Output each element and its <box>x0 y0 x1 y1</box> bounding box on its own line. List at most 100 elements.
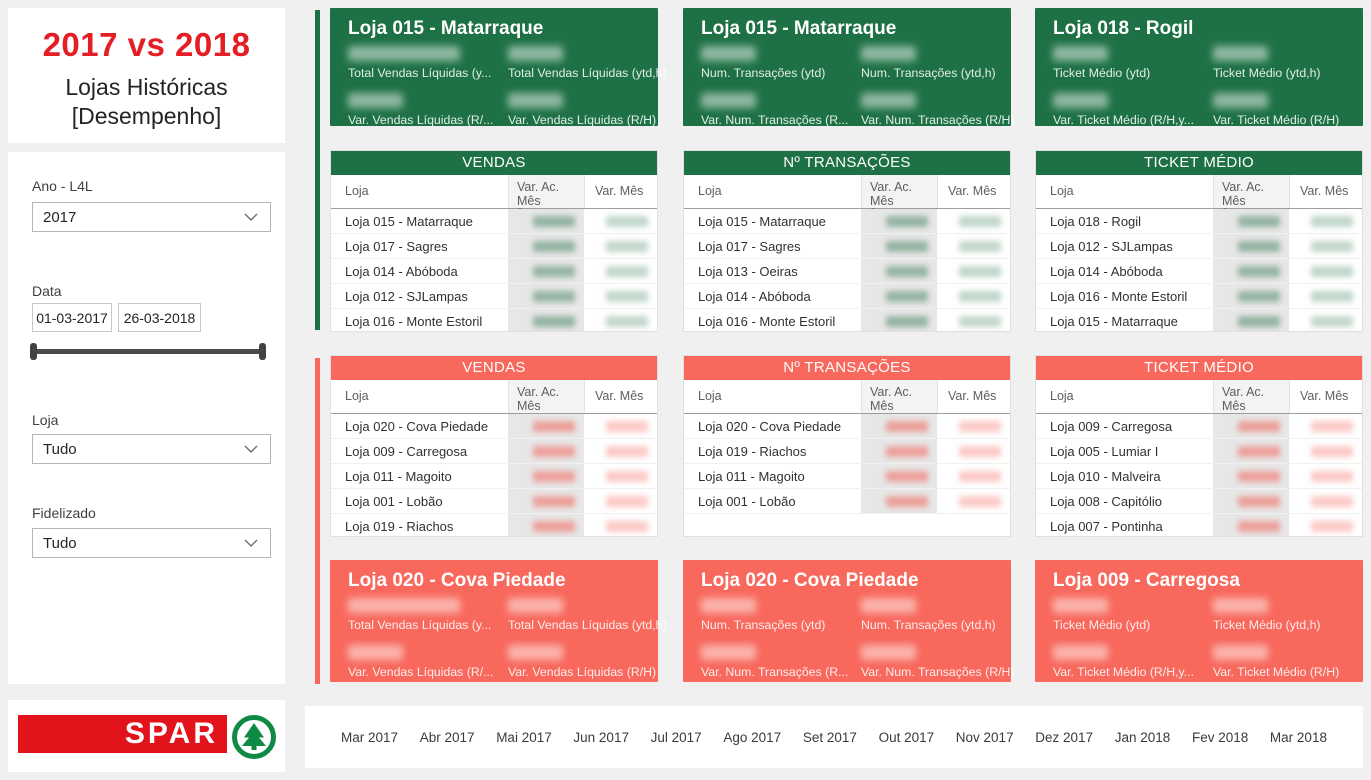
table-row[interactable]: Loja 015 - Matarraque <box>684 209 1010 234</box>
loja-cell: Loja 011 - Magoito <box>345 468 452 484</box>
redacted-value-blur <box>533 215 575 227</box>
date-start-input[interactable]: 01-03-2017 <box>32 303 112 332</box>
var-ac-mes-value-redacted <box>1213 470 1289 482</box>
month-tick-label: Nov 2017 <box>955 729 1014 745</box>
redacted-value-blur <box>959 470 1001 482</box>
column-header-label: Var. Ac. Mês <box>517 180 560 208</box>
table-row[interactable]: Loja 001 - Lobão <box>331 489 657 514</box>
column-header-label: Var. Ac. Mês <box>870 385 913 413</box>
column-header-var-mes[interactable]: Var. Mês <box>1289 380 1362 413</box>
redacted-value-blur <box>1311 240 1353 252</box>
table-row[interactable]: Loja 014 - Abóboda <box>331 259 657 284</box>
column-header-var-ac-mes[interactable]: Var. Ac. Mês ▲ <box>508 380 584 419</box>
spar-logo-text: SPAR <box>124 717 218 750</box>
column-header-var-ac-mes[interactable]: Var. Ac. Mês ▲ <box>1213 380 1289 419</box>
table-row[interactable]: Loja 015 - Matarraque <box>331 209 657 234</box>
table-row[interactable]: Loja 016 - Monte Estoril <box>1036 284 1362 309</box>
column-header-var-mes[interactable]: Var. Mês <box>1289 175 1362 208</box>
var-mes-value-redacted <box>1289 520 1362 532</box>
loja-cell: Loja 015 - Matarraque <box>1050 313 1178 329</box>
var-ac-mes-value-redacted <box>861 470 937 482</box>
column-header-var-ac-mes[interactable]: Var. Ac. Mês ▼ <box>1213 175 1289 214</box>
fidelizado-dropdown[interactable]: Tudo <box>32 528 271 558</box>
column-header-label: Var. Ac. Mês <box>870 180 913 208</box>
var-mes-value-redacted <box>937 420 1010 432</box>
table-row[interactable]: Loja 014 - Abóboda <box>1036 259 1362 284</box>
column-header-loja[interactable]: Loja <box>698 389 722 403</box>
column-header-var-ac-mes[interactable]: Var. Ac. Mês ▼ <box>508 175 584 214</box>
kpi-metric: Num. Transações (ytd) <box>701 598 861 632</box>
column-header-loja[interactable]: Loja <box>345 389 369 403</box>
redacted-value-blur <box>1238 470 1280 482</box>
table-row[interactable]: Loja 017 - Sagres <box>684 234 1010 259</box>
filter-panel: Ano - L4L 2017 Data 01-03-2017 26-03-201… <box>8 152 285 684</box>
table-row[interactable]: Loja 020 - Cova Piedade <box>684 414 1010 439</box>
table-row[interactable]: Loja 018 - Rogil <box>1036 209 1362 234</box>
table-row[interactable]: Loja 010 - Malveira <box>1036 464 1362 489</box>
column-header-loja[interactable]: Loja <box>1050 184 1074 198</box>
kpi-metric: Ticket Médio (ytd) <box>1053 598 1213 632</box>
table-row[interactable]: Loja 008 - Capitólio <box>1036 489 1362 514</box>
table-title: Nº TRANSAÇÕES <box>684 151 1010 175</box>
column-header-var-ac-mes[interactable]: Var. Ac. Mês ▼ <box>861 175 937 214</box>
table-row[interactable]: Loja 011 - Magoito <box>684 464 1010 489</box>
loja-dropdown[interactable]: Tudo <box>32 434 271 464</box>
table-row[interactable]: Loja 001 - Lobão <box>684 489 1010 514</box>
kpi-card-title: Loja 018 - Rogil <box>1053 18 1194 39</box>
kpi-metric-label: Var. Num. Transações (R... <box>701 113 849 127</box>
table-title: TICKET MÉDIO <box>1036 356 1362 380</box>
table-row[interactable]: Loja 015 - Matarraque <box>1036 309 1362 331</box>
table-row[interactable]: Loja 009 - Carregosa <box>1036 414 1362 439</box>
kpi-metric: Var. Vendas Líquidas (R/H) <box>508 93 667 127</box>
date-range-slider-track[interactable] <box>33 349 266 354</box>
column-header-var-mes[interactable]: Var. Mês <box>937 175 1010 208</box>
var-ac-mes-value-redacted <box>861 290 937 302</box>
table-row[interactable]: Loja 020 - Cova Piedade <box>331 414 657 439</box>
date-end-input[interactable]: 26-03-2018 <box>118 303 201 332</box>
table-row[interactable]: Loja 016 - Monte Estoril <box>684 309 1010 331</box>
column-header-var-mes[interactable]: Var. Mês <box>584 175 657 208</box>
date-range-slider-handle-start[interactable] <box>30 343 37 360</box>
column-header-loja[interactable]: Loja <box>698 184 722 198</box>
kpi-metric: Num. Transações (ytd,h) <box>861 598 1015 632</box>
table-row[interactable]: Loja 019 - Riachos <box>684 439 1010 464</box>
table-row[interactable]: Loja 009 - Carregosa <box>331 439 657 464</box>
var-mes-value-redacted <box>1289 420 1362 432</box>
table-title: VENDAS <box>331 151 657 175</box>
column-header-var-ac-mes[interactable]: Var. Ac. Mês ▲ <box>861 380 937 419</box>
table-top-transacoes: Nº TRANSAÇÕES Loja Var. Ac. Mês ▼ Var. M… <box>683 150 1011 332</box>
table-row[interactable]: Loja 007 - Pontinha <box>1036 514 1362 536</box>
table-row[interactable]: Loja 017 - Sagres <box>331 234 657 259</box>
table-row[interactable]: Loja 013 - Oeiras <box>684 259 1010 284</box>
var-ac-mes-value-redacted <box>1213 240 1289 252</box>
var-mes-value-redacted <box>1289 265 1362 277</box>
column-header-loja[interactable]: Loja <box>1050 389 1074 403</box>
kpi-value-redacted <box>861 93 916 108</box>
kpi-card-best-transacoes: Loja 015 - Matarraque Num. Transações (y… <box>683 8 1015 127</box>
table-row[interactable]: Loja 005 - Lumiar I <box>1036 439 1362 464</box>
table-row[interactable]: Loja 011 - Magoito <box>331 464 657 489</box>
column-header-loja[interactable]: Loja <box>345 184 369 198</box>
report-subtitle-line1: Lojas Históricas <box>65 74 228 100</box>
kpi-value-redacted <box>861 598 916 613</box>
table-row[interactable]: Loja 014 - Abóboda <box>684 284 1010 309</box>
table-row[interactable]: Loja 016 - Monte Estoril <box>331 309 657 331</box>
var-ac-mes-value-redacted <box>1213 520 1289 532</box>
table-top-ticket: TICKET MÉDIO Loja Var. Ac. Mês ▼ Var. Mê… <box>1035 150 1363 332</box>
table-row[interactable]: Loja 012 - SJLampas <box>331 284 657 309</box>
redacted-value-blur <box>886 240 928 252</box>
table-row[interactable]: Loja 012 - SJLampas <box>1036 234 1362 259</box>
ano-dropdown[interactable]: 2017 <box>32 202 271 232</box>
var-ac-mes-value-redacted <box>508 240 584 252</box>
chevron-down-icon <box>244 213 258 221</box>
kpi-metric: Ticket Médio (ytd) <box>1053 46 1213 80</box>
column-header-var-mes[interactable]: Var. Mês <box>584 380 657 413</box>
date-range-slider-handle-end[interactable] <box>259 343 266 360</box>
redacted-value-blur <box>533 420 575 432</box>
kpi-card-title: Loja 015 - Matarraque <box>348 18 544 39</box>
var-ac-mes-value-redacted <box>508 420 584 432</box>
column-header-var-mes[interactable]: Var. Mês <box>937 380 1010 413</box>
month-tick-label: Abr 2017 <box>419 729 475 745</box>
loja-cell: Loja 005 - Lumiar I <box>1050 443 1159 459</box>
table-row[interactable]: Loja 019 - Riachos <box>331 514 657 536</box>
